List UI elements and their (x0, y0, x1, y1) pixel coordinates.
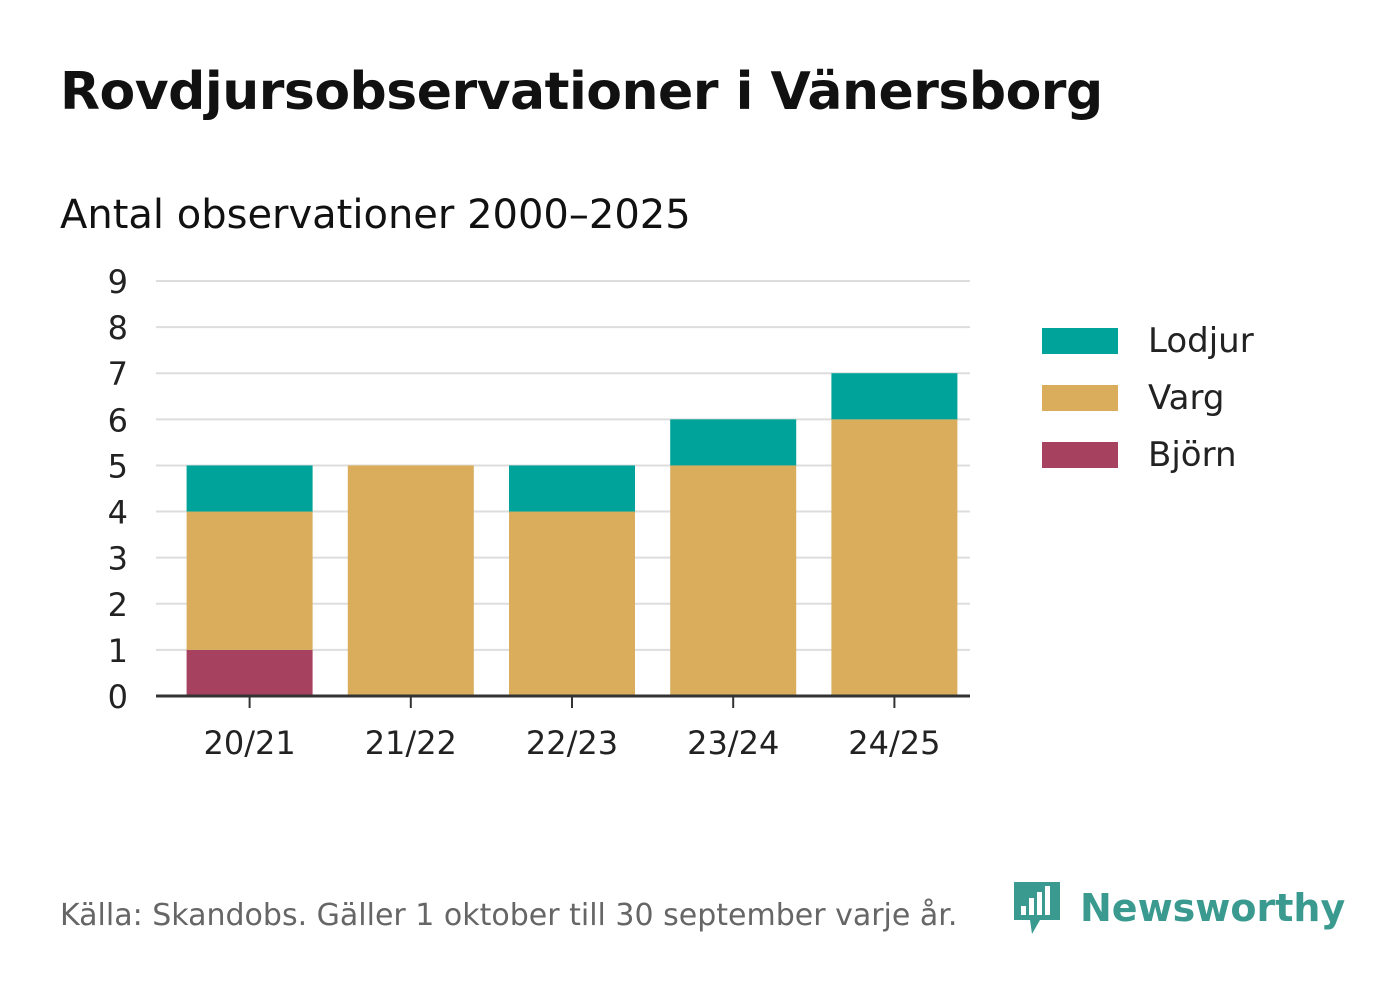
y-tick-label-5: 5 (108, 447, 128, 485)
bar-varg-21-22 (347, 465, 474, 696)
bar-varg-20-21 (186, 511, 313, 650)
y-tick-label-9: 9 (108, 263, 128, 301)
brand-logo[interactable]: Newsworthy (1010, 878, 1345, 938)
y-tick-label-6: 6 (108, 401, 128, 439)
legend-item-bjorn: Björn (1042, 426, 1254, 483)
chart-legend: Lodjur Varg Björn (1042, 312, 1254, 483)
bar-varg-22-23 (509, 511, 635, 696)
x-tick-label-21-22: 21/22 (365, 724, 457, 762)
legend-label-lodjur: Lodjur (1148, 320, 1254, 361)
x-tick-label-22-23: 22/23 (526, 724, 618, 762)
bar-varg-23-24 (670, 465, 797, 696)
source-note: Källa: Skandobs. Gäller 1 oktober till 3… (60, 898, 958, 933)
bar-bjorn-20-21 (186, 649, 313, 696)
legend-swatch-lodjur (1042, 327, 1118, 354)
y-tick-label-1: 1 (108, 632, 128, 670)
chart-subtitle: Antal observationer 2000–2025 (60, 192, 691, 238)
y-tick-label-7: 7 (108, 355, 128, 393)
legend-label-bjorn: Björn (1148, 434, 1237, 475)
legend-item-varg: Varg (1042, 369, 1254, 426)
bar-lodjur-22-23 (509, 465, 635, 512)
newsworthy-logo-icon (1014, 882, 1060, 934)
bar-varg-24-25 (831, 419, 958, 696)
chart-title: Rovdjursobservationer i Vänersborg (60, 62, 1103, 122)
bar-lodjur-20-21 (186, 465, 313, 512)
brand-name: Newsworthy (1080, 886, 1346, 930)
y-tick-label-0: 0 (108, 678, 128, 716)
y-tick-label-4: 4 (108, 494, 128, 532)
x-tick-label-24-25: 24/25 (848, 724, 940, 762)
legend-item-lodjur: Lodjur (1042, 312, 1254, 369)
legend-swatch-bjorn (1042, 441, 1118, 468)
y-tick-label-2: 2 (108, 586, 128, 624)
legend-swatch-varg (1042, 384, 1118, 411)
bar-lodjur-24-25 (831, 373, 958, 420)
y-tick-label-3: 3 (108, 540, 128, 578)
legend-label-varg: Varg (1148, 377, 1225, 418)
bar-lodjur-23-24 (670, 419, 797, 466)
x-tick-label-20-21: 20/21 (203, 724, 295, 762)
x-tick-label-23-24: 23/24 (687, 724, 779, 762)
y-tick-label-8: 8 (108, 309, 128, 347)
